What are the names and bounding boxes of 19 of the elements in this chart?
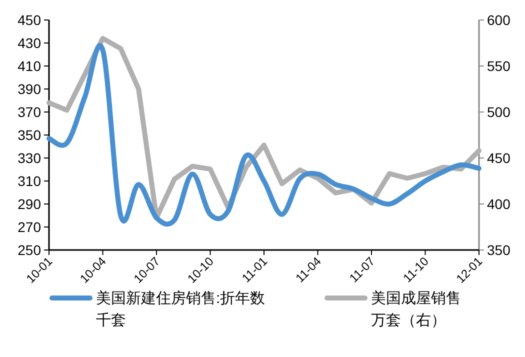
y2-tick-label: 450	[487, 150, 511, 166]
y-tick-label: 310	[18, 173, 42, 189]
y2-tick-label: 350	[487, 242, 511, 258]
y2-tick-label: 550	[487, 58, 511, 74]
y-tick-label: 270	[18, 219, 42, 235]
legend-label: 美国新建住房销售:折年数千套	[96, 290, 266, 329]
y-tick-label: 370	[18, 104, 42, 120]
legend-label: 美国成屋销售万套（右）	[371, 290, 461, 329]
y-tick-label: 350	[18, 127, 42, 143]
y2-tick-label: 400	[487, 196, 511, 212]
y-tick-label: 290	[18, 196, 42, 212]
y-tick-label: 450	[18, 12, 42, 28]
y-tick-label: 410	[18, 58, 42, 74]
y2-tick-label: 500	[487, 104, 511, 120]
y2-tick-label: 600	[487, 12, 511, 28]
y-tick-label: 330	[18, 150, 42, 166]
y-tick-label: 250	[18, 242, 42, 258]
y-tick-label: 390	[18, 81, 42, 97]
y-tick-label: 430	[18, 35, 42, 51]
